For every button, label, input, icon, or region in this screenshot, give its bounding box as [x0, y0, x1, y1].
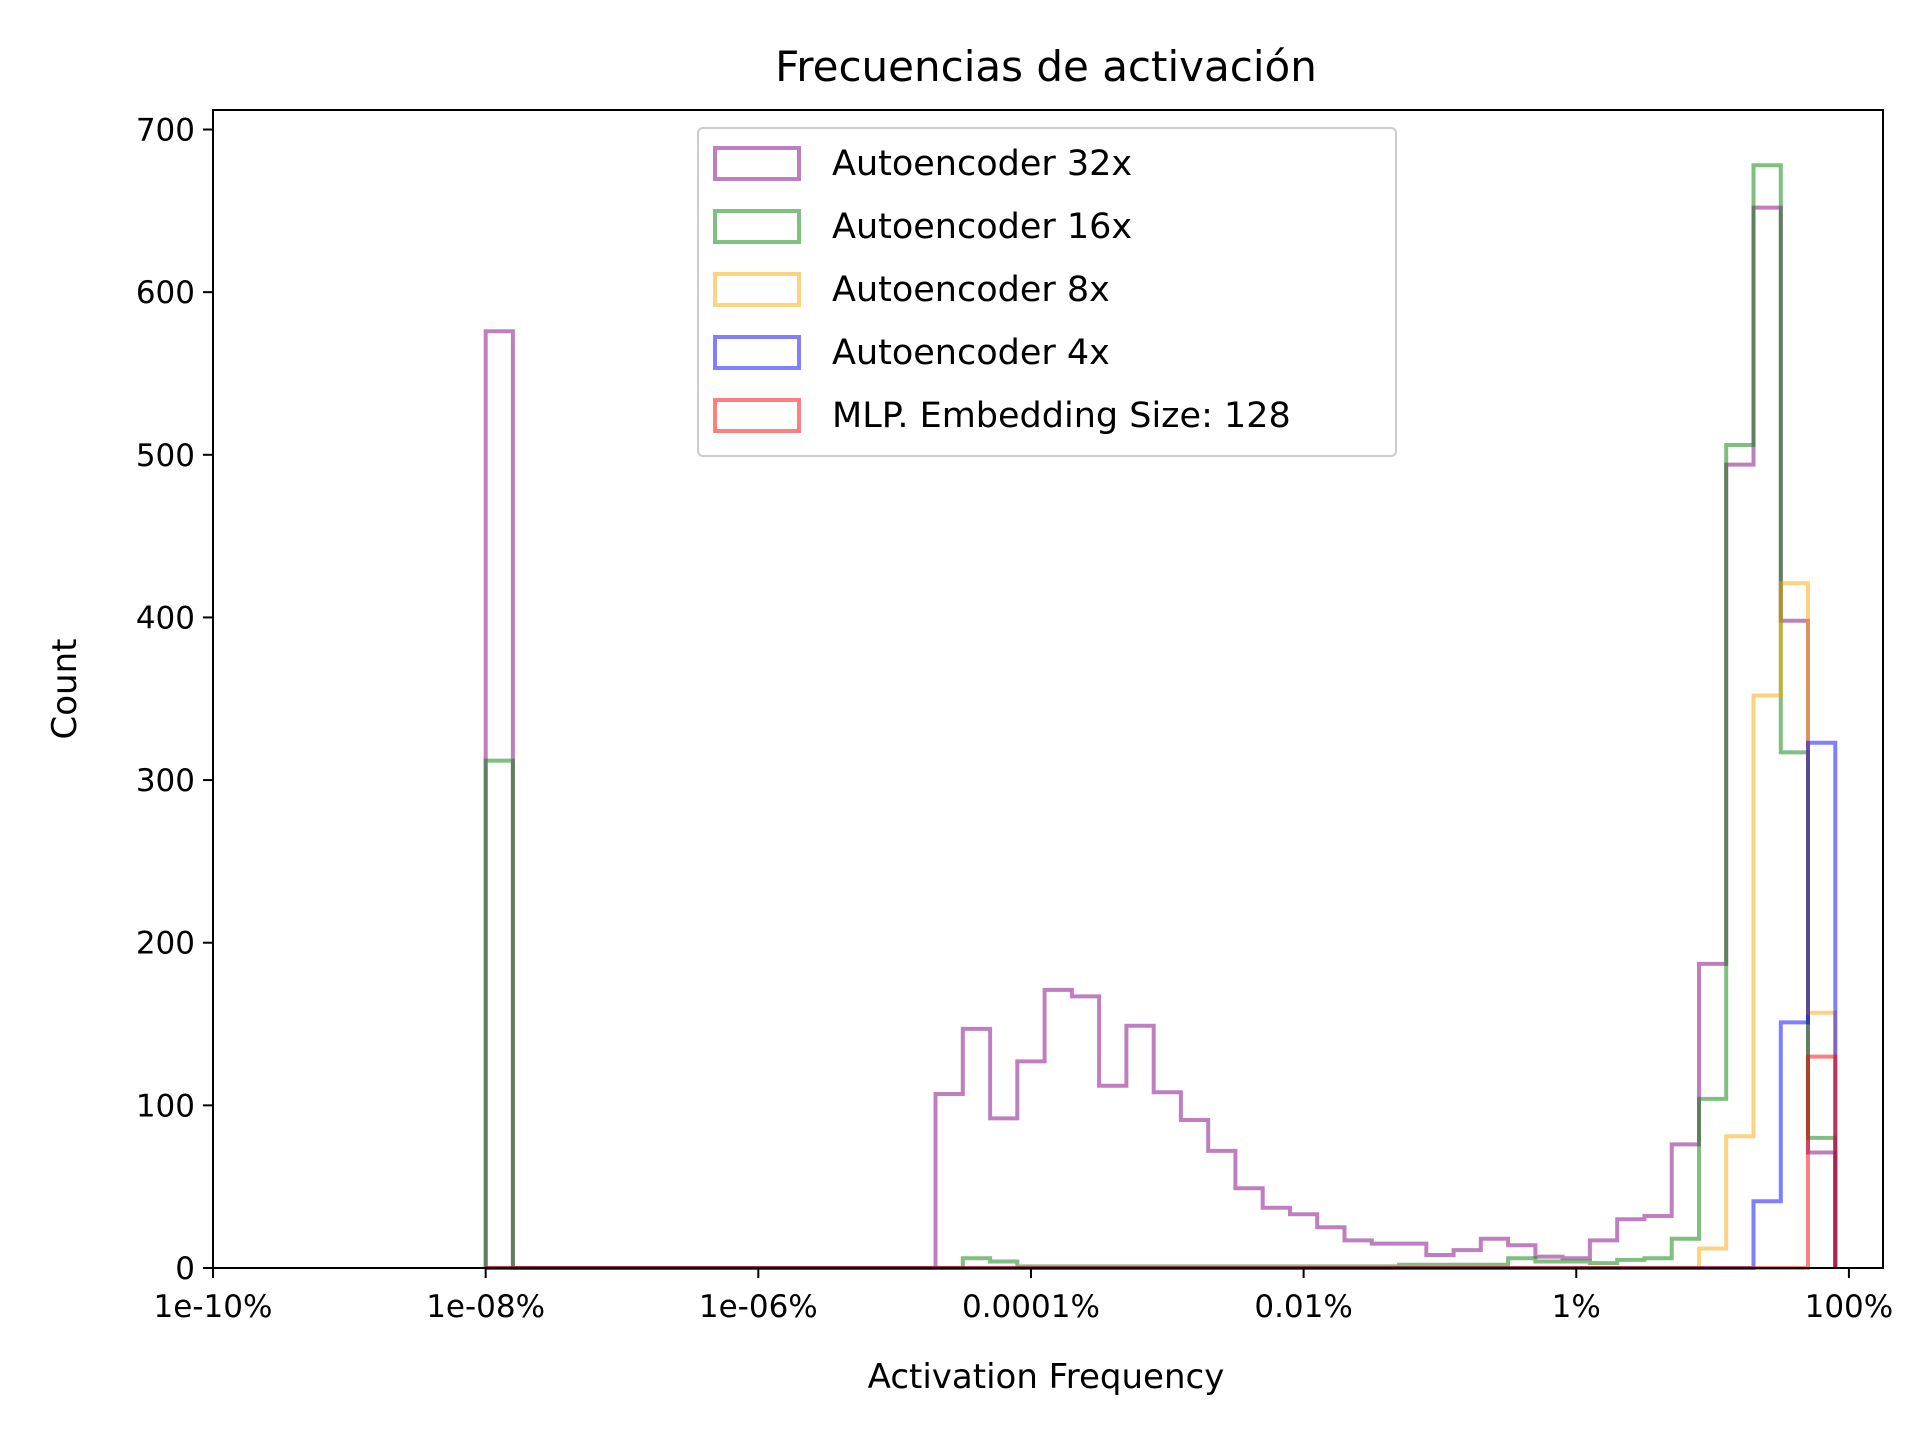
- histogram-bar: [1208, 1151, 1235, 1268]
- histogram-bar: [1699, 1099, 1726, 1268]
- histogram-bar: [1181, 1120, 1208, 1268]
- histogram-bar: [1017, 1061, 1044, 1268]
- histogram-bar: [1808, 1057, 1835, 1268]
- histogram-bar: [1781, 752, 1808, 1268]
- histogram-bar: [1290, 1214, 1317, 1268]
- series-2: [483, 163, 1838, 1270]
- legend: Autoencoder 32x Autoencoder 16x Autoencode…: [697, 127, 1397, 457]
- legend-swatch: [713, 335, 801, 370]
- histogram-bar: [1126, 1026, 1153, 1268]
- x-axis: 1e-10% 1e-08% 1e-06% 0.0001% 0.01% 1% 100%: [154, 1268, 1894, 1325]
- series-3: [485, 581, 1838, 1270]
- histogram-bar: [1317, 1227, 1344, 1268]
- series-outline: [485, 1054, 1838, 1270]
- histogram-bar: [1372, 1244, 1399, 1268]
- histogram-bar: [1781, 583, 1808, 1268]
- y-axis: 0 100 200 300 400 500 600 700: [136, 113, 213, 1287]
- histogram-bar: [1699, 964, 1726, 1268]
- chart-title: Frecuencias de activación: [775, 42, 1317, 91]
- histogram-bar: [990, 1118, 1017, 1268]
- histogram-bar: [1754, 1201, 1781, 1268]
- y-tick-label: 200: [136, 926, 195, 962]
- x-tick-label: 1e-10%: [154, 1289, 273, 1325]
- y-tick-label: 300: [136, 763, 195, 799]
- histogram-bar: [1781, 1022, 1808, 1268]
- histogram-bar: [936, 1094, 963, 1268]
- x-axis-title: Activation Frequency: [868, 1357, 1225, 1397]
- x-tick-label: 100%: [1805, 1289, 1894, 1325]
- histogram-bar: [1672, 1144, 1699, 1268]
- histogram-bar: [1808, 1013, 1835, 1268]
- histogram-bar: [1072, 996, 1099, 1268]
- histogram-bar: [1754, 696, 1781, 1269]
- y-tick-label: 400: [136, 600, 195, 636]
- plot-frame: [212, 109, 1884, 1269]
- series-5: [485, 1054, 1838, 1270]
- series-4: [485, 740, 1838, 1270]
- x-tick-label: 1%: [1552, 1289, 1601, 1325]
- y-axis-title: Count: [45, 639, 85, 740]
- legend-swatch: [713, 209, 801, 244]
- x-tick-label: 0.01%: [1254, 1289, 1352, 1325]
- series-outline: [483, 163, 1838, 1270]
- legend-label: MLP. Embedding Size: 128: [832, 396, 1291, 436]
- histogram-bar: [1781, 621, 1808, 1268]
- histogram-bar: [1099, 1086, 1126, 1268]
- histogram-bar: [1672, 1239, 1699, 1268]
- histogram-bar: [1726, 465, 1753, 1268]
- histogram-bar: [1726, 1136, 1753, 1268]
- legend-label: Autoencoder 32x: [832, 144, 1132, 184]
- legend-label: Autoencoder 8x: [832, 270, 1110, 310]
- histogram-bar: [1263, 1208, 1290, 1268]
- x-tick-label: 1e-08%: [426, 1289, 545, 1325]
- legend-swatch: [713, 272, 801, 307]
- histogram-bar: [486, 331, 513, 1268]
- y-tick-label: 0: [175, 1251, 195, 1287]
- y-tick-label: 100: [136, 1088, 195, 1124]
- legend-label: Autoencoder 16x: [832, 207, 1132, 247]
- series-outline: [483, 205, 1838, 1270]
- x-tick-label: 1e-06%: [699, 1289, 818, 1325]
- histogram-bar: [1345, 1240, 1372, 1268]
- histogram-bar: [1235, 1188, 1262, 1268]
- legend-swatch: [713, 146, 801, 181]
- histogram-bar: [1754, 208, 1781, 1268]
- series-outline: [485, 581, 1838, 1270]
- y-tick-label: 600: [136, 275, 195, 311]
- legend-label: Autoencoder 4x: [832, 333, 1110, 373]
- histogram-bar: [963, 1029, 990, 1268]
- histogram-bar: [1154, 1092, 1181, 1268]
- legend-box: [697, 127, 1397, 457]
- histogram-bar: [486, 761, 513, 1268]
- histogram-bar: [1808, 1153, 1835, 1269]
- series-outline: [485, 740, 1838, 1270]
- histogram-bar: [1808, 1138, 1835, 1268]
- y-tick-label: 500: [136, 438, 195, 474]
- histogram-bar: [1726, 445, 1753, 1268]
- x-tick-label: 0.0001%: [962, 1289, 1100, 1325]
- series-1: [483, 205, 1838, 1270]
- histogram-bar: [1808, 743, 1835, 1268]
- y-tick-label: 700: [136, 113, 195, 149]
- histogram-bar: [1699, 1249, 1726, 1269]
- histogram-bar: [1045, 990, 1072, 1268]
- histogram-bar: [1754, 165, 1781, 1268]
- legend-swatch: [713, 398, 801, 433]
